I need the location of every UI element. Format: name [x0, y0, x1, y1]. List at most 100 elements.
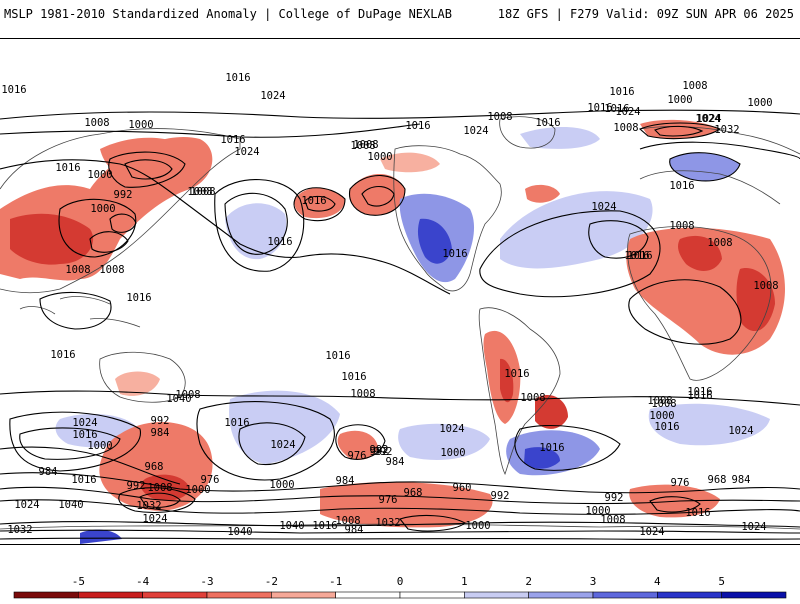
- chart-header: MSLP 1981-2010 Standardized Anomaly | Co…: [0, 0, 800, 32]
- isobar-label: 1008: [190, 186, 215, 198]
- isobar-label: 992: [114, 189, 133, 201]
- isobar-label: 1008: [65, 264, 90, 276]
- isobar-label: 992: [370, 446, 389, 458]
- isobar-label: 1024: [639, 526, 664, 538]
- isobars: [0, 109, 800, 540]
- isobar-1024-atlantic-high: [588, 220, 649, 259]
- isobar-label: 1024: [439, 423, 464, 435]
- isobar-1000-canada: [361, 185, 395, 207]
- isobar-label: 1024: [72, 417, 97, 429]
- isobar-label: 1024: [260, 90, 285, 102]
- isobar-label: 1000: [87, 440, 112, 452]
- isobar-1000-asia: [89, 231, 129, 253]
- isobar-1016-atlantic-high: [479, 210, 661, 298]
- isobar-label: 1016: [669, 180, 694, 192]
- colorbar-tick-label: -5: [72, 575, 85, 588]
- isobar-label: 992: [151, 415, 170, 427]
- isobar-label: 1016: [267, 236, 292, 248]
- colorbar-tick-label: -1: [329, 575, 342, 588]
- coast-indonesia: [19, 296, 141, 328]
- isobar-label: 1008: [175, 389, 200, 401]
- colorbar-bin: [721, 591, 787, 599]
- isobar-968-low: [139, 492, 181, 508]
- isobar-label: 1040: [166, 393, 191, 405]
- isobar-1008-gulf: [293, 187, 346, 222]
- isobar-984-south: [0, 499, 800, 515]
- isobar-1016-pacific: [214, 179, 305, 272]
- coast-eurasia: [0, 128, 241, 294]
- colorbar-bin: [78, 591, 143, 599]
- anomaly-shading: [0, 119, 785, 544]
- colorbar-tick-label: 5: [718, 575, 725, 588]
- colorbar-bin: [592, 591, 658, 599]
- isobar-label: 984: [386, 456, 405, 468]
- isobar-label: 1016: [609, 86, 634, 98]
- isobar-label: 1024: [695, 113, 720, 125]
- colorbar-bin: [657, 591, 722, 599]
- isobar-label: 1024: [615, 106, 640, 118]
- isobar-1008-east-asia: [108, 151, 186, 188]
- colorbar-bin: [399, 591, 465, 599]
- anomaly-south-america-core: [500, 358, 514, 403]
- isobar-label: 1000: [269, 479, 294, 491]
- isobar-label: 1008: [335, 515, 360, 527]
- isobar-1008-south-atlantic: [335, 424, 386, 460]
- isobar-label: 1016: [624, 250, 649, 262]
- isobar-1016-north: [0, 123, 421, 138]
- isobar-1016-equator: [0, 390, 800, 406]
- isobar-1016-southern-indian: [9, 411, 141, 472]
- anomaly-south-atlantic-core: [524, 447, 560, 469]
- isobar-label: 992: [605, 492, 624, 504]
- anomaly-australia: [115, 371, 160, 396]
- coast-europe: [639, 126, 800, 205]
- isobar-label: 1016: [504, 368, 529, 380]
- isobar-label: 984: [39, 466, 58, 478]
- isobar-label: 976: [201, 474, 220, 486]
- isobar-label: 1016: [587, 102, 612, 114]
- isobar-976-low: [118, 487, 196, 514]
- colorbar-tick-label: 4: [654, 575, 661, 588]
- colorbar-bin: [206, 591, 272, 599]
- isobar-label: 1016: [72, 429, 97, 441]
- isobar-label: 1016: [405, 120, 430, 132]
- isobar-label: 1016: [341, 371, 366, 383]
- chart-title: MSLP 1981-2010 Standardized Anomaly | Co…: [4, 7, 452, 21]
- isobar-label: 1000: [667, 94, 692, 106]
- isobar-label: 1008: [520, 392, 545, 404]
- isobar-label: 984: [345, 524, 364, 536]
- isobar-label: 976: [671, 477, 690, 489]
- isobar-label: 1016: [687, 386, 712, 398]
- anomaly-colorbar: -5 -4 -3 -2 -1 0 1 2 3 4 5: [0, 568, 800, 600]
- isobar-label: 968: [708, 474, 727, 486]
- isobar-label: 1008: [353, 139, 378, 151]
- isobar-label: 1040: [58, 499, 83, 511]
- isobar-label: 1008: [99, 264, 124, 276]
- isobar-label: 1016: [312, 520, 337, 532]
- colorbar-tick-label: 3: [590, 575, 597, 588]
- isobar-label: 1000: [649, 410, 674, 422]
- isobar-label: 1032: [714, 124, 739, 136]
- isobar-label: 1016: [604, 103, 629, 115]
- isobar-1016-southern-pacific: [196, 401, 335, 481]
- colorbar-tick-label: 0: [397, 575, 404, 588]
- isobar-1008-europe: [638, 122, 722, 140]
- colorbar-tick-label: -2: [265, 575, 278, 588]
- isobar-label: 1040: [227, 526, 252, 538]
- isobar-1008-canada: [348, 175, 406, 216]
- isobar-label: 1016: [71, 474, 96, 486]
- isobar-1024-southern-indian: [19, 427, 121, 460]
- isobar-label: 1008: [682, 80, 707, 92]
- isobar-label: 1008: [350, 140, 375, 152]
- isobar-1008-south-asia: [39, 291, 112, 330]
- colorbar-tick-label: -3: [200, 575, 213, 588]
- coast-south-america: [478, 307, 561, 476]
- isobar-label: 1016: [55, 162, 80, 174]
- isobar-label: 1024: [591, 201, 616, 213]
- isobar-label: 1016: [126, 292, 151, 304]
- isobar-label: 1016: [50, 349, 75, 361]
- isobar-label: 1016: [225, 72, 250, 84]
- colorbar-canvas: -5 -4 -3 -2 -1 0 1 2 3 4 5: [13, 575, 787, 599]
- isobar-1024-southern-pacific: [238, 422, 306, 466]
- isobar-label: 1024: [234, 146, 259, 158]
